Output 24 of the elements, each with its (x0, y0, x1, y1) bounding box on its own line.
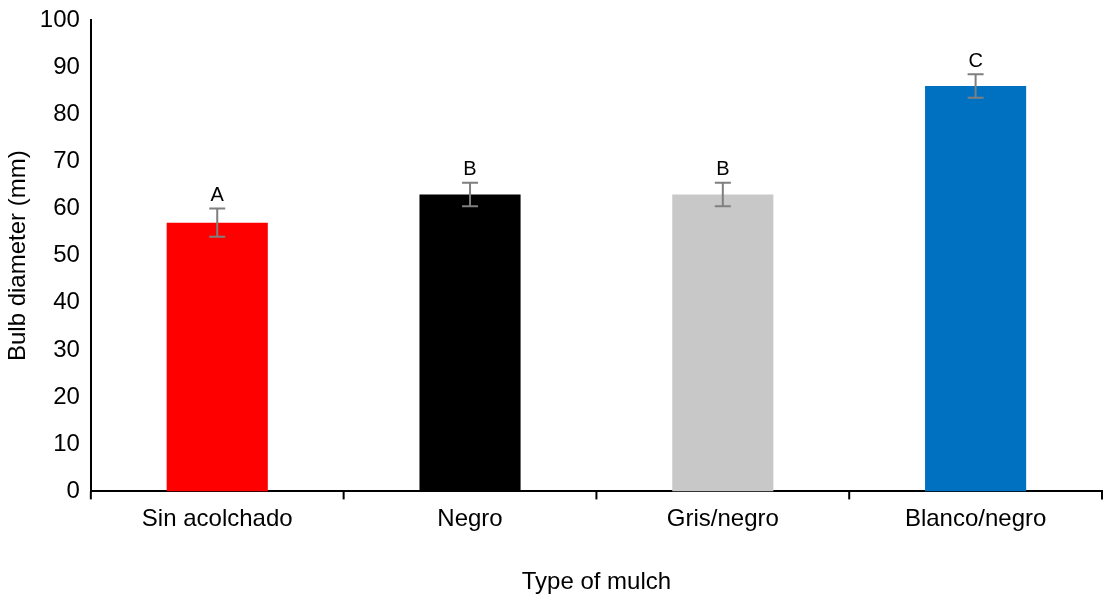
x-tick-label: Negro (437, 504, 503, 532)
y-tick-label: 40 (53, 287, 80, 315)
annotation: A (210, 183, 225, 206)
y-tick-label: 0 (66, 476, 80, 504)
bar (925, 86, 1027, 492)
y-tick-label: 50 (53, 240, 80, 268)
bar (166, 222, 268, 492)
annotation: B (716, 157, 730, 180)
x-axis-title: Type of mulch (521, 567, 672, 595)
x-tick-label: Gris/negro (666, 504, 779, 532)
y-tick-label: 70 (53, 146, 80, 174)
y-tick-label: 10 (53, 428, 80, 456)
y-tick-label: 30 (53, 334, 80, 362)
bar (672, 194, 774, 492)
y-tick-label: 80 (53, 98, 80, 126)
annotation: C (968, 48, 983, 71)
x-tick-label: Sin acolchado (141, 504, 293, 532)
y-tick-label: 90 (53, 51, 80, 79)
annotation: B (463, 157, 477, 180)
y-tick-label: 20 (53, 381, 80, 409)
y-tick-label: 60 (53, 193, 80, 221)
y-axis-title: Bulb diameter (mm) (3, 150, 31, 362)
x-tick-label: Blanco/negro (904, 504, 1047, 532)
y-tick-label: 100 (39, 4, 80, 32)
